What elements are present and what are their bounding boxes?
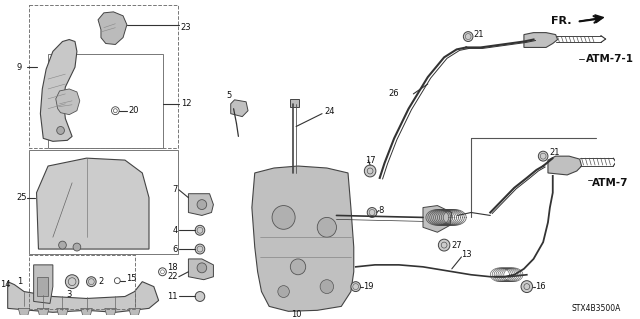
Polygon shape <box>40 40 77 141</box>
Circle shape <box>351 282 360 292</box>
Text: 1: 1 <box>17 277 22 286</box>
Polygon shape <box>230 100 248 117</box>
Bar <box>29 5 178 148</box>
Bar <box>48 54 163 148</box>
Circle shape <box>197 263 207 273</box>
Circle shape <box>291 259 306 275</box>
Text: 16: 16 <box>536 282 546 291</box>
Circle shape <box>86 277 96 286</box>
Circle shape <box>367 208 377 218</box>
Text: 9: 9 <box>17 63 22 72</box>
Text: 7: 7 <box>172 185 178 194</box>
Text: STX4B3500A: STX4B3500A <box>572 304 621 313</box>
Circle shape <box>111 107 119 115</box>
Polygon shape <box>129 308 140 315</box>
Circle shape <box>272 205 295 229</box>
Circle shape <box>73 243 81 251</box>
Text: 17: 17 <box>365 156 376 165</box>
Polygon shape <box>36 277 48 296</box>
Circle shape <box>463 32 473 41</box>
Text: 24: 24 <box>324 107 335 116</box>
Text: 14: 14 <box>0 280 10 289</box>
Text: 13: 13 <box>461 250 472 259</box>
Text: 3: 3 <box>67 290 72 299</box>
Polygon shape <box>188 259 213 280</box>
Text: 19: 19 <box>364 282 374 291</box>
Circle shape <box>278 286 289 298</box>
Circle shape <box>57 127 65 134</box>
Polygon shape <box>423 205 452 232</box>
Polygon shape <box>105 308 116 315</box>
Circle shape <box>197 200 207 210</box>
Polygon shape <box>291 99 299 107</box>
Polygon shape <box>81 308 92 315</box>
Text: 25: 25 <box>17 193 27 202</box>
Bar <box>29 150 178 254</box>
Polygon shape <box>252 166 354 311</box>
Text: FR.: FR. <box>552 16 572 26</box>
Text: 26: 26 <box>388 89 399 98</box>
Text: 23: 23 <box>180 23 191 32</box>
Text: 22: 22 <box>167 272 178 281</box>
Polygon shape <box>8 282 159 312</box>
Polygon shape <box>524 33 557 48</box>
Circle shape <box>195 244 205 254</box>
Circle shape <box>438 239 450 251</box>
Polygon shape <box>57 308 68 315</box>
Polygon shape <box>19 308 30 315</box>
Text: 21: 21 <box>550 148 561 157</box>
Polygon shape <box>36 158 149 249</box>
Bar <box>29 255 134 309</box>
Polygon shape <box>56 89 80 115</box>
Text: ATM-7: ATM-7 <box>592 178 628 188</box>
Circle shape <box>195 225 205 235</box>
Text: 15: 15 <box>126 274 136 283</box>
Circle shape <box>364 165 376 177</box>
Text: 18: 18 <box>167 263 178 272</box>
Circle shape <box>317 218 337 237</box>
Text: 5: 5 <box>226 91 232 100</box>
Text: 10: 10 <box>291 310 301 319</box>
Text: 8: 8 <box>379 206 384 215</box>
Polygon shape <box>188 194 213 215</box>
Circle shape <box>59 241 67 249</box>
Text: 6: 6 <box>172 245 178 254</box>
Polygon shape <box>38 308 49 315</box>
Polygon shape <box>548 156 582 175</box>
Circle shape <box>320 280 333 293</box>
Text: 4: 4 <box>173 226 178 235</box>
Text: 12: 12 <box>180 99 191 108</box>
Text: 2: 2 <box>98 277 103 286</box>
Circle shape <box>115 278 120 284</box>
Text: ATM-7-1: ATM-7-1 <box>586 54 634 64</box>
Circle shape <box>195 292 205 301</box>
Text: 21: 21 <box>473 30 483 39</box>
Polygon shape <box>98 12 127 44</box>
Text: 11: 11 <box>167 292 178 301</box>
Circle shape <box>538 151 548 161</box>
Circle shape <box>521 281 532 293</box>
Polygon shape <box>34 265 53 303</box>
Circle shape <box>65 275 79 289</box>
Text: 20: 20 <box>129 106 140 115</box>
Text: 27: 27 <box>452 241 463 249</box>
